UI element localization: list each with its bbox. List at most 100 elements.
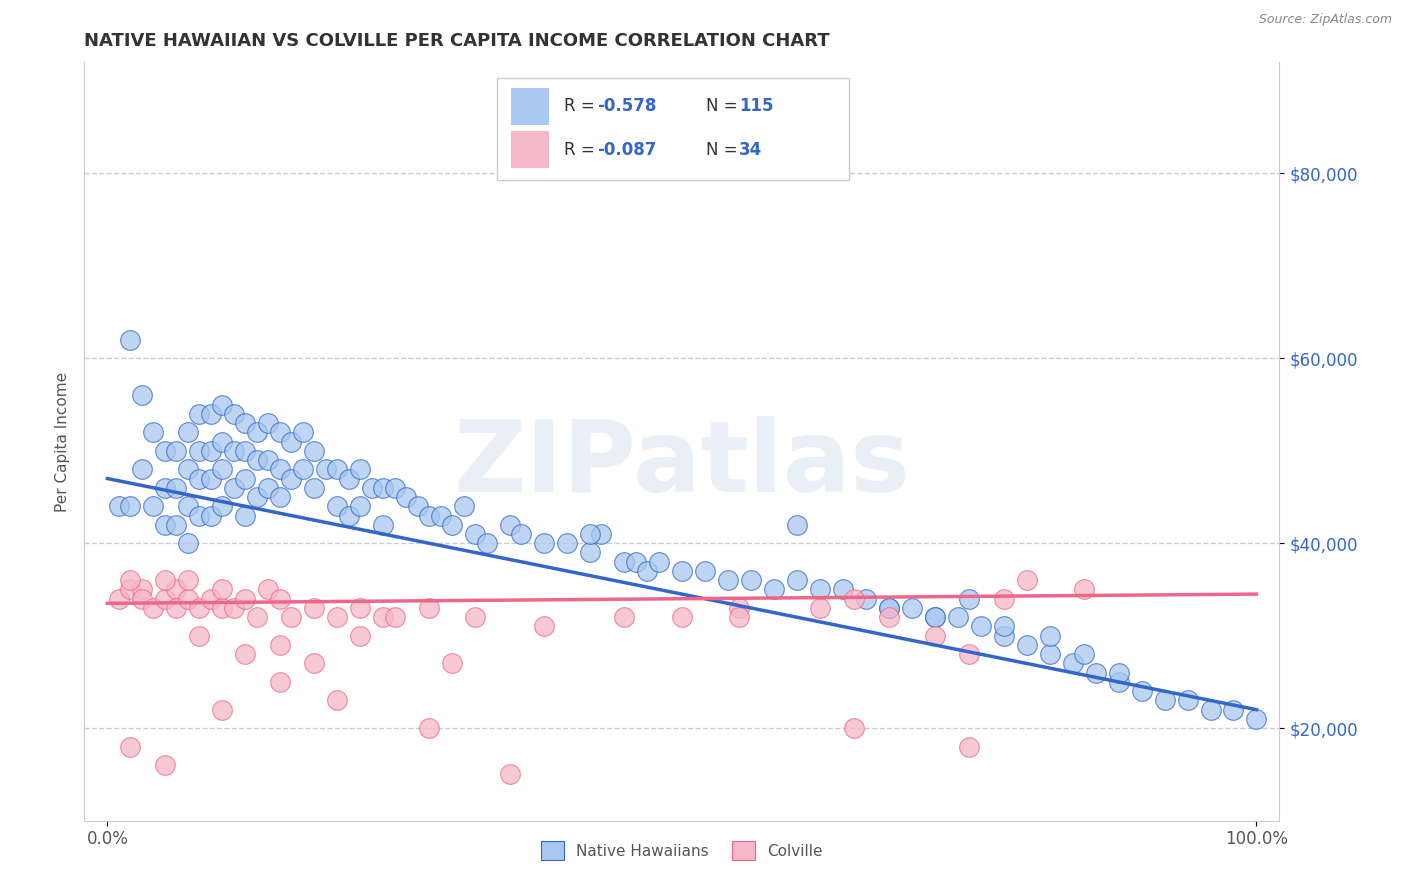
Point [877, 610, 900, 624]
Point [165, 517, 187, 532]
Point [808, 582, 831, 597]
Point [131, 388, 153, 402]
Point [153, 481, 176, 495]
Point [257, 453, 280, 467]
Point [302, 481, 325, 495]
Point [844, 591, 866, 606]
Point [188, 443, 211, 458]
Point [233, 471, 256, 485]
Point [302, 443, 325, 458]
Point [153, 573, 176, 587]
FancyBboxPatch shape [510, 88, 550, 125]
Point [233, 647, 256, 661]
Point [246, 453, 269, 467]
Point [269, 490, 291, 504]
Point [957, 739, 980, 754]
Point [177, 425, 200, 440]
Point [177, 500, 200, 514]
Point [280, 610, 302, 624]
Point [373, 481, 395, 495]
Point [740, 573, 762, 587]
Point [1153, 693, 1175, 707]
Point [924, 629, 946, 643]
Point [246, 425, 269, 440]
Point [211, 601, 233, 615]
Point [877, 601, 900, 615]
Point [475, 536, 498, 550]
Text: 34: 34 [740, 141, 762, 159]
Point [957, 647, 980, 661]
Point [188, 407, 211, 421]
Point [246, 610, 269, 624]
Point [257, 481, 280, 495]
Point [429, 508, 451, 523]
Point [165, 582, 187, 597]
Point [349, 462, 371, 476]
Point [153, 591, 176, 606]
Point [153, 443, 176, 458]
Point [1199, 703, 1222, 717]
Point [579, 527, 602, 541]
Point [1246, 712, 1268, 726]
Text: Source: ZipAtlas.com: Source: ZipAtlas.com [1258, 13, 1392, 27]
Point [177, 536, 200, 550]
Point [177, 591, 200, 606]
Point [257, 416, 280, 430]
Point [200, 443, 222, 458]
Point [269, 591, 291, 606]
Point [211, 582, 233, 597]
Point [533, 536, 555, 550]
Point [233, 591, 256, 606]
Point [671, 564, 693, 578]
Legend: Native Hawaiians, Colville: Native Hawaiians, Colville [536, 835, 828, 866]
Point [1222, 703, 1244, 717]
Point [233, 508, 256, 523]
Point [233, 416, 256, 430]
Point [441, 657, 464, 671]
Point [648, 555, 671, 569]
Point [142, 425, 165, 440]
Point [108, 591, 131, 606]
Point [280, 434, 302, 449]
Point [326, 610, 349, 624]
Point [1108, 675, 1130, 690]
Text: -0.087: -0.087 [598, 141, 657, 159]
Point [269, 462, 291, 476]
Point [165, 481, 187, 495]
Point [384, 481, 406, 495]
Point [613, 555, 636, 569]
Point [200, 591, 222, 606]
Point [211, 434, 233, 449]
Point [406, 500, 429, 514]
Text: N =: N = [706, 141, 742, 159]
Point [211, 398, 233, 412]
Point [1015, 573, 1038, 587]
Point [636, 564, 658, 578]
Text: 115: 115 [740, 97, 773, 115]
Point [200, 407, 222, 421]
Point [946, 610, 969, 624]
Point [360, 481, 382, 495]
Point [1039, 647, 1062, 661]
Point [211, 500, 233, 514]
Point [211, 703, 233, 717]
Point [993, 629, 1015, 643]
Point [153, 517, 176, 532]
Point [418, 721, 440, 735]
Point [924, 610, 946, 624]
Point [418, 601, 440, 615]
Point [624, 555, 647, 569]
Text: R =: R = [564, 141, 599, 159]
Point [120, 500, 142, 514]
Point [257, 582, 280, 597]
Point [1177, 693, 1199, 707]
Point [200, 471, 222, 485]
Point [131, 462, 153, 476]
Point [120, 739, 142, 754]
Point [269, 425, 291, 440]
Point [120, 333, 142, 347]
Point [579, 545, 602, 559]
Text: NATIVE HAWAIIAN VS COLVILLE PER CAPITA INCOME CORRELATION CHART: NATIVE HAWAIIAN VS COLVILLE PER CAPITA I… [84, 32, 830, 50]
Point [349, 601, 371, 615]
Point [131, 591, 153, 606]
